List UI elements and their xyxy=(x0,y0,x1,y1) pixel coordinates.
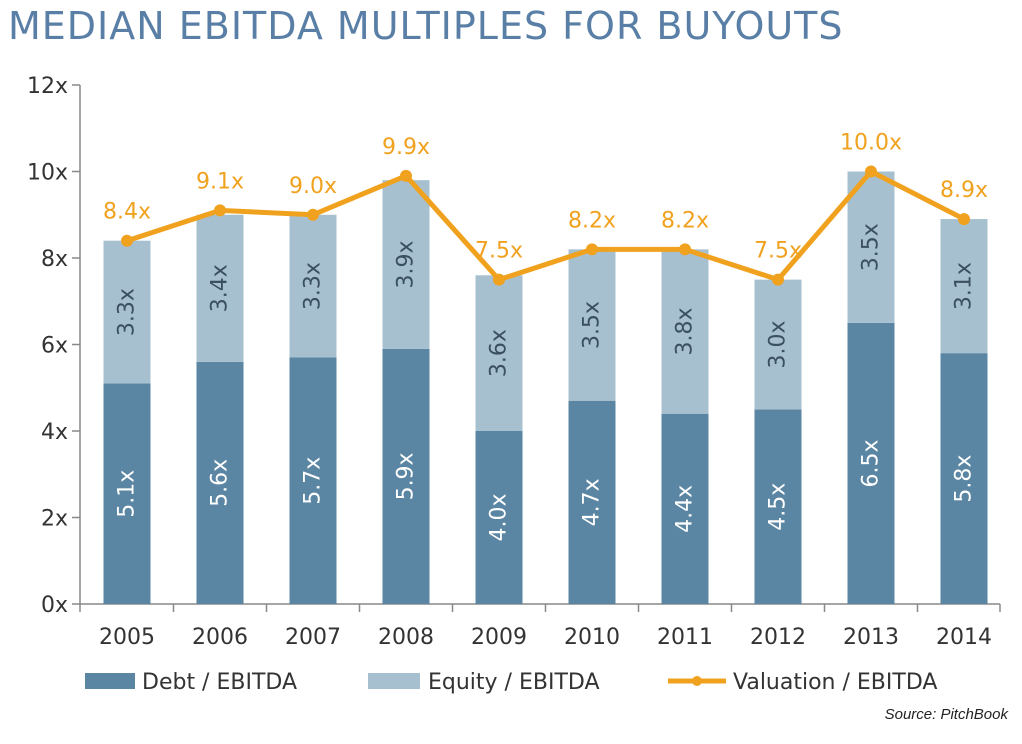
equity-value-label: 3.5x xyxy=(859,223,884,271)
y-tick-label: 2x xyxy=(41,507,68,532)
valuation-point xyxy=(679,243,691,256)
equity-bar xyxy=(940,219,988,354)
debt-bar xyxy=(847,322,895,604)
debt-value-label: 4.7x xyxy=(580,478,605,526)
equity-value-label: 3.3x xyxy=(301,262,326,310)
legend-label-debt: Debt / EBITDA xyxy=(142,670,297,695)
valuation-value-label: 9.1x xyxy=(196,169,244,194)
x-tick-label: 2009 xyxy=(471,625,527,650)
debt-value-label: 5.8x xyxy=(952,455,977,503)
source-note: Source: PitchBook xyxy=(884,706,1008,723)
legend-label-equity: Equity / EBITDA xyxy=(428,670,600,695)
legend-marker-valuation xyxy=(692,676,702,686)
valuation-polyline xyxy=(126,169,966,283)
valuation-value-label: 7.5x xyxy=(754,239,802,264)
debt-value-label: 4.4x xyxy=(673,485,698,533)
equity-bar xyxy=(382,180,430,349)
valuation-point xyxy=(772,273,784,286)
valuation-point xyxy=(400,169,412,182)
valuation-point xyxy=(121,234,133,247)
equity-value-label: 3.0x xyxy=(766,320,791,368)
valuation-value-label: 8.2x xyxy=(661,208,709,233)
valuation-value-label: 8.2x xyxy=(568,208,616,233)
debt-bar xyxy=(754,409,802,604)
bars: 5.1x 3.3x 5.6x 3.4x 5.7x 3.3x 5.9x 3.9x 4.0x 3.6x… xyxy=(103,171,988,604)
equity-value-label: 3.4x xyxy=(208,264,233,312)
equity-value-label: 3.9x xyxy=(394,240,419,288)
y-tick-label: 6x xyxy=(41,334,68,359)
x-tick-label: 2013 xyxy=(843,625,899,650)
equity-value-label: 3.5x xyxy=(580,301,605,349)
equity-value-label: 3.1x xyxy=(952,262,977,310)
valuation-point xyxy=(586,243,598,256)
valuation-value-label: 9.9x xyxy=(382,135,430,160)
valuation-value-label: 7.5x xyxy=(475,239,523,264)
debt-bar xyxy=(661,413,709,604)
debt-bar xyxy=(196,361,244,604)
debt-value-label: 5.9x xyxy=(394,452,419,500)
legend-label-valuation: Valuation / EBITDA xyxy=(733,670,937,695)
debt-value-label: 5.7x xyxy=(301,457,326,505)
legend: Debt / EBITDA Equity / EBITDA Valuation / … xyxy=(85,670,937,695)
x-tick-label: 2006 xyxy=(192,625,248,650)
y-tick-label: 12x xyxy=(27,74,68,99)
debt-bar xyxy=(103,383,151,604)
equity-value-label: 3.3x xyxy=(115,288,140,336)
y-tick-label: 10x xyxy=(27,161,68,186)
equity-value-label: 3.6x xyxy=(487,329,512,377)
valuation-point xyxy=(307,208,319,221)
axes: 0x 2x 4x 6x 8x 10x 12x 2005 2006 2007 2008 2009 2010… xyxy=(27,74,1001,650)
valuation-value-label: 10.0x xyxy=(840,131,902,156)
x-tick-label: 2010 xyxy=(564,625,620,650)
debt-value-label: 5.1x xyxy=(115,470,140,518)
equity-bar xyxy=(568,249,616,401)
valuation-value-label: 9.0x xyxy=(289,174,337,199)
equity-bar xyxy=(196,214,244,362)
legend-swatch-debt xyxy=(85,673,135,689)
legend-swatch-equity xyxy=(368,673,420,689)
x-tick-label: 2008 xyxy=(378,625,434,650)
equity-bar xyxy=(103,240,151,384)
debt-bar xyxy=(940,353,988,604)
debt-bar xyxy=(382,348,430,604)
debt-value-label: 5.6x xyxy=(208,459,233,507)
valuation-line: 8.4x 9.1x 9.0x 9.9x 7.5x 8.2x 8.2x 7.5x 10.0x 8.9… xyxy=(103,131,988,286)
valuation-value-label: 8.4x xyxy=(103,200,151,225)
x-tick-label: 2011 xyxy=(657,625,713,650)
debt-bar xyxy=(475,431,523,604)
x-tick-label: 2012 xyxy=(750,625,806,650)
x-tick-label: 2014 xyxy=(936,625,992,650)
valuation-point xyxy=(865,165,877,178)
valuation-point xyxy=(214,204,226,217)
debt-value-label: 4.0x xyxy=(487,493,512,541)
debt-value-label: 4.5x xyxy=(766,483,791,531)
valuation-point xyxy=(493,273,505,286)
valuation-value-label: 8.9x xyxy=(940,178,988,203)
equity-bar xyxy=(754,279,802,410)
equity-bar xyxy=(661,249,709,414)
chart-title: MEDIAN EBITDA MULTIPLES FOR BUYOUTS xyxy=(8,4,844,48)
valuation-point xyxy=(958,213,970,226)
x-tick-label: 2007 xyxy=(285,625,341,650)
equity-bar xyxy=(847,171,895,323)
equity-bar xyxy=(289,214,337,358)
debt-bar xyxy=(568,400,616,604)
y-tick-label: 8x xyxy=(41,247,68,272)
debt-value-label: 6.5x xyxy=(859,439,884,487)
debt-bar xyxy=(289,357,337,604)
y-tick-label: 0x xyxy=(41,593,68,618)
y-tick-label: 4x xyxy=(41,420,68,445)
equity-bar xyxy=(475,275,523,431)
equity-value-label: 3.8x xyxy=(673,308,698,356)
x-tick-label: 2005 xyxy=(99,625,155,650)
